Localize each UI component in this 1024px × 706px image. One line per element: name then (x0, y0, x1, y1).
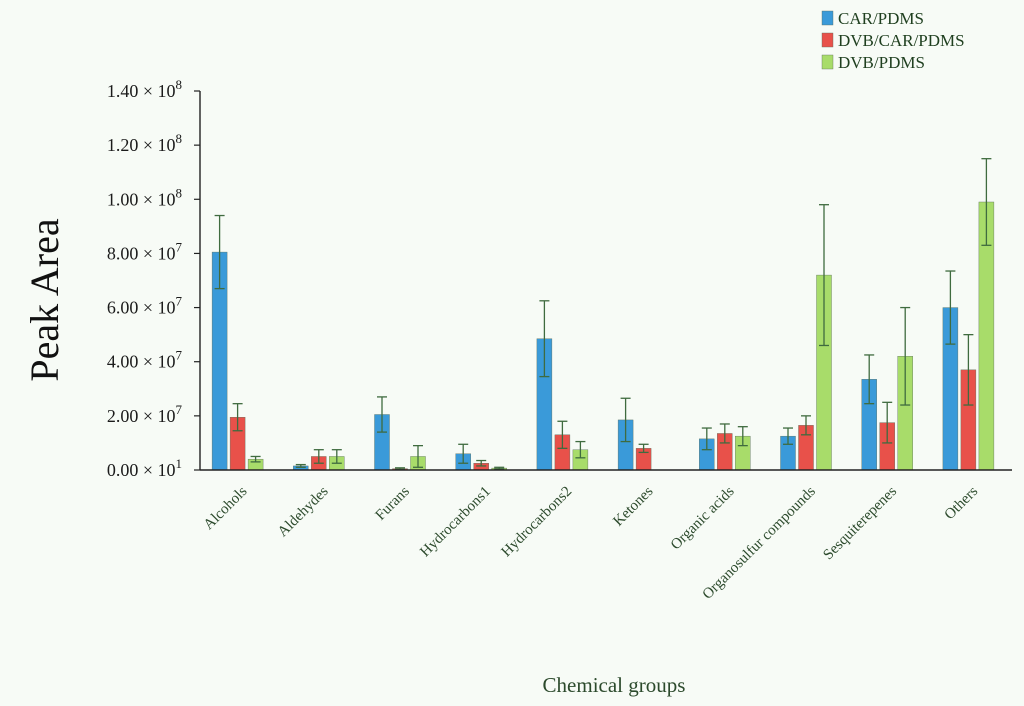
x-tick-label: Hydrocarbons2 (499, 484, 576, 561)
legend: CAR/PDMS DVB/CAR/PDMS DVB/PDMS (821, 9, 965, 72)
x-tick-label: Aldehydes (275, 483, 332, 540)
x-axis: Alcohols Aldehydes Furans Hydrocarbons1 Hydr… (200, 469, 1012, 603)
x-tick-label: Alcohols (201, 483, 251, 533)
x-tick-label: Furans (373, 483, 413, 523)
x-tick-label: Sesquiterepenes (820, 483, 900, 563)
legend-swatch (821, 10, 834, 26)
y-tick-label: 1.40 × 108 (107, 77, 182, 101)
y-tick-label: 1.20 × 108 (107, 131, 182, 155)
y-axis-title: Peak Area (22, 218, 67, 382)
y-tick-label: 0.00 × 101 (107, 456, 182, 480)
legend-swatch (821, 54, 834, 70)
legend-swatch (821, 32, 834, 48)
x-tick-label: Hydrocarbons1 (417, 484, 494, 561)
y-axis: 0.00 × 101 2.00 × 107 4.00 × 107 6.00 × 107… (107, 77, 201, 480)
y-tick-label: 4.00 × 107 (107, 348, 183, 372)
bars (211, 158, 995, 471)
y-tick-label: 6.00 × 107 (107, 294, 183, 318)
x-tick-label: Ketones (610, 483, 656, 529)
legend-label: DVB/PDMS (838, 53, 925, 72)
legend-label: DVB/CAR/PDMS (838, 31, 965, 50)
x-tick-label: Organic acids (668, 483, 738, 553)
y-tick-label: 8.00 × 107 (107, 239, 183, 263)
x-tick-label: Others (942, 483, 982, 523)
y-tick-label: 1.00 × 108 (107, 185, 182, 209)
legend-label: CAR/PDMS (838, 9, 924, 28)
y-tick-label: 2.00 × 107 (107, 402, 183, 426)
x-axis-title: Chemical groups (543, 673, 686, 697)
